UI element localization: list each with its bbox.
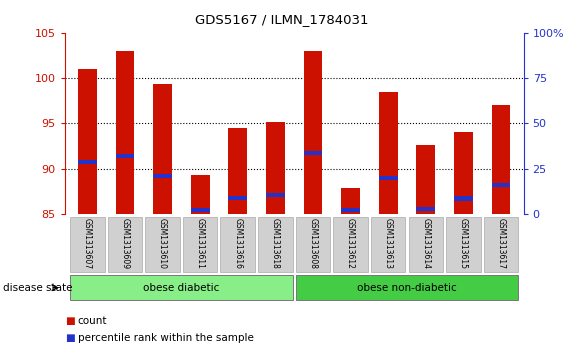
Text: GSM1313617: GSM1313617 [497,218,506,269]
Text: GSM1313612: GSM1313612 [346,218,355,269]
Bar [379,176,397,180]
FancyBboxPatch shape [484,217,519,272]
Text: GSM1313608: GSM1313608 [309,218,318,269]
Text: GSM1313614: GSM1313614 [421,218,430,269]
FancyBboxPatch shape [371,217,405,272]
FancyBboxPatch shape [409,217,443,272]
FancyBboxPatch shape [258,217,293,272]
Text: obese diabetic: obese diabetic [143,283,220,293]
Bar [191,175,209,214]
Bar [153,174,172,178]
Bar [341,188,360,214]
Bar [266,193,285,197]
Bar [491,105,511,214]
Text: GDS5167 / ILMN_1784031: GDS5167 / ILMN_1784031 [195,13,368,26]
Text: GSM1313610: GSM1313610 [158,218,167,269]
FancyBboxPatch shape [221,217,255,272]
Text: GSM1313618: GSM1313618 [271,218,280,269]
Bar [303,151,323,155]
Bar [115,154,135,158]
Text: count: count [78,316,107,326]
Text: GSM1313613: GSM1313613 [384,218,393,269]
FancyBboxPatch shape [145,217,180,272]
FancyBboxPatch shape [183,217,217,272]
FancyBboxPatch shape [70,217,105,272]
Bar [454,132,473,214]
FancyBboxPatch shape [108,217,142,272]
FancyBboxPatch shape [296,217,330,272]
Bar [266,122,285,214]
Text: GSM1313609: GSM1313609 [120,218,129,269]
FancyBboxPatch shape [333,217,368,272]
Bar [229,196,247,200]
Bar [303,51,323,214]
Bar [454,196,473,200]
Bar [78,69,97,214]
Text: disease state: disease state [3,283,72,293]
Bar [229,128,247,214]
Text: GSM1313615: GSM1313615 [459,218,468,269]
Text: ■: ■ [65,316,74,326]
Bar [417,207,435,211]
Bar [417,145,435,214]
Bar [379,91,397,214]
Text: GSM1313616: GSM1313616 [233,218,242,269]
FancyBboxPatch shape [296,275,519,300]
Bar [191,208,209,212]
Bar [153,84,172,214]
FancyBboxPatch shape [446,217,481,272]
Text: ■: ■ [65,333,74,343]
Text: percentile rank within the sample: percentile rank within the sample [78,333,253,343]
Text: GSM1313611: GSM1313611 [195,218,204,269]
Bar [341,208,360,212]
Bar [115,51,135,214]
Text: obese non-diabetic: obese non-diabetic [357,283,457,293]
Text: GSM1313607: GSM1313607 [83,218,92,269]
Bar [491,183,511,187]
Bar [78,160,97,164]
FancyBboxPatch shape [70,275,293,300]
